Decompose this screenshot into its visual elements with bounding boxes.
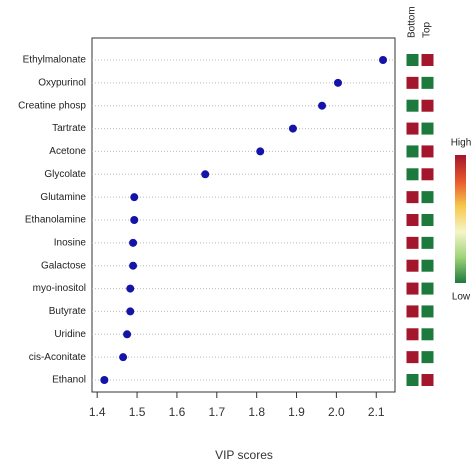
heat-cell: [405, 144, 420, 159]
y-tick-label: Ethylmalonate: [23, 55, 87, 66]
y-tick-label: Galactose: [41, 260, 86, 271]
y-tick-label: Tartrate: [52, 123, 86, 134]
column-label: Bottom: [407, 6, 418, 38]
dot: [126, 284, 135, 293]
y-tick-label: myo-inositol: [33, 283, 86, 294]
heat-cell: [420, 53, 435, 67]
heat-cell: [420, 281, 435, 296]
y-tick-label: Creatine phosp: [18, 100, 86, 111]
heat-cell: [420, 373, 435, 387]
heat-cell: [405, 235, 420, 250]
y-tick-label: cis-Aconitate: [29, 352, 87, 363]
heat-cell: [420, 213, 435, 227]
plot-frame: [91, 37, 396, 393]
x-tick-label: 1.5: [129, 405, 146, 419]
dot: [126, 307, 135, 316]
legend-high: High: [451, 138, 472, 149]
y-tick-label: Acetone: [49, 146, 86, 157]
dot: [100, 376, 109, 384]
heat-cell: [420, 258, 435, 273]
heat-cell: [405, 75, 420, 90]
y-tick-label: Glutamine: [40, 192, 86, 203]
heat-cell: [405, 98, 420, 113]
y-tick-label: Inosine: [54, 237, 87, 248]
heat-cell: [420, 190, 435, 205]
y-tick-label: Ethanol: [52, 375, 86, 386]
dot: [119, 353, 128, 362]
heat-cell: [405, 167, 420, 182]
dot: [129, 261, 138, 270]
x-axis-label: VIP scores: [215, 448, 273, 462]
color-legend: [455, 155, 466, 283]
heat-cell: [405, 373, 420, 387]
dot: [288, 124, 297, 133]
heat-cell: [405, 350, 420, 365]
dot: [379, 56, 388, 64]
heat-cell: [420, 327, 435, 342]
heat-cell: [405, 121, 420, 136]
dot: [201, 170, 210, 179]
x-tick-label: 1.8: [248, 405, 265, 419]
heat-cell: [405, 213, 420, 227]
heat-cell: [420, 121, 435, 136]
y-tick-label: Oxypurinol: [38, 77, 86, 88]
dot: [256, 147, 265, 156]
heat-cell: [405, 53, 420, 67]
dot: [130, 193, 139, 202]
dot: [129, 238, 138, 247]
heat-cell: [420, 144, 435, 159]
dot: [333, 78, 342, 87]
heat-cell: [420, 98, 435, 113]
y-tick-label: Uridine: [54, 329, 86, 340]
heat-cell: [405, 190, 420, 205]
legend-low: Low: [452, 292, 471, 303]
dot: [123, 330, 132, 339]
x-tick-label: 1.6: [169, 405, 186, 419]
x-tick-label: 2.1: [368, 405, 385, 419]
x-tick-label: 1.9: [288, 405, 305, 419]
column-label: Top: [422, 21, 433, 38]
y-tick-label: Butyrate: [49, 306, 87, 317]
dot: [130, 216, 139, 224]
x-tick-label: 1.4: [89, 405, 106, 419]
heat-cell: [420, 167, 435, 182]
dot: [318, 101, 327, 110]
heat-cell: [405, 281, 420, 296]
heat-cell: [420, 350, 435, 365]
heat-cell: [420, 75, 435, 90]
y-tick-label: Ethanolamine: [25, 215, 87, 226]
heat-cell: [405, 327, 420, 342]
y-tick-label: Glycolate: [44, 169, 86, 180]
heat-cell: [420, 235, 435, 250]
heat-cell: [405, 258, 420, 273]
x-tick-label: 2.0: [328, 405, 345, 419]
heat-cell: [405, 304, 420, 319]
x-tick-label: 1.7: [208, 405, 225, 419]
heat-cell: [420, 304, 435, 319]
